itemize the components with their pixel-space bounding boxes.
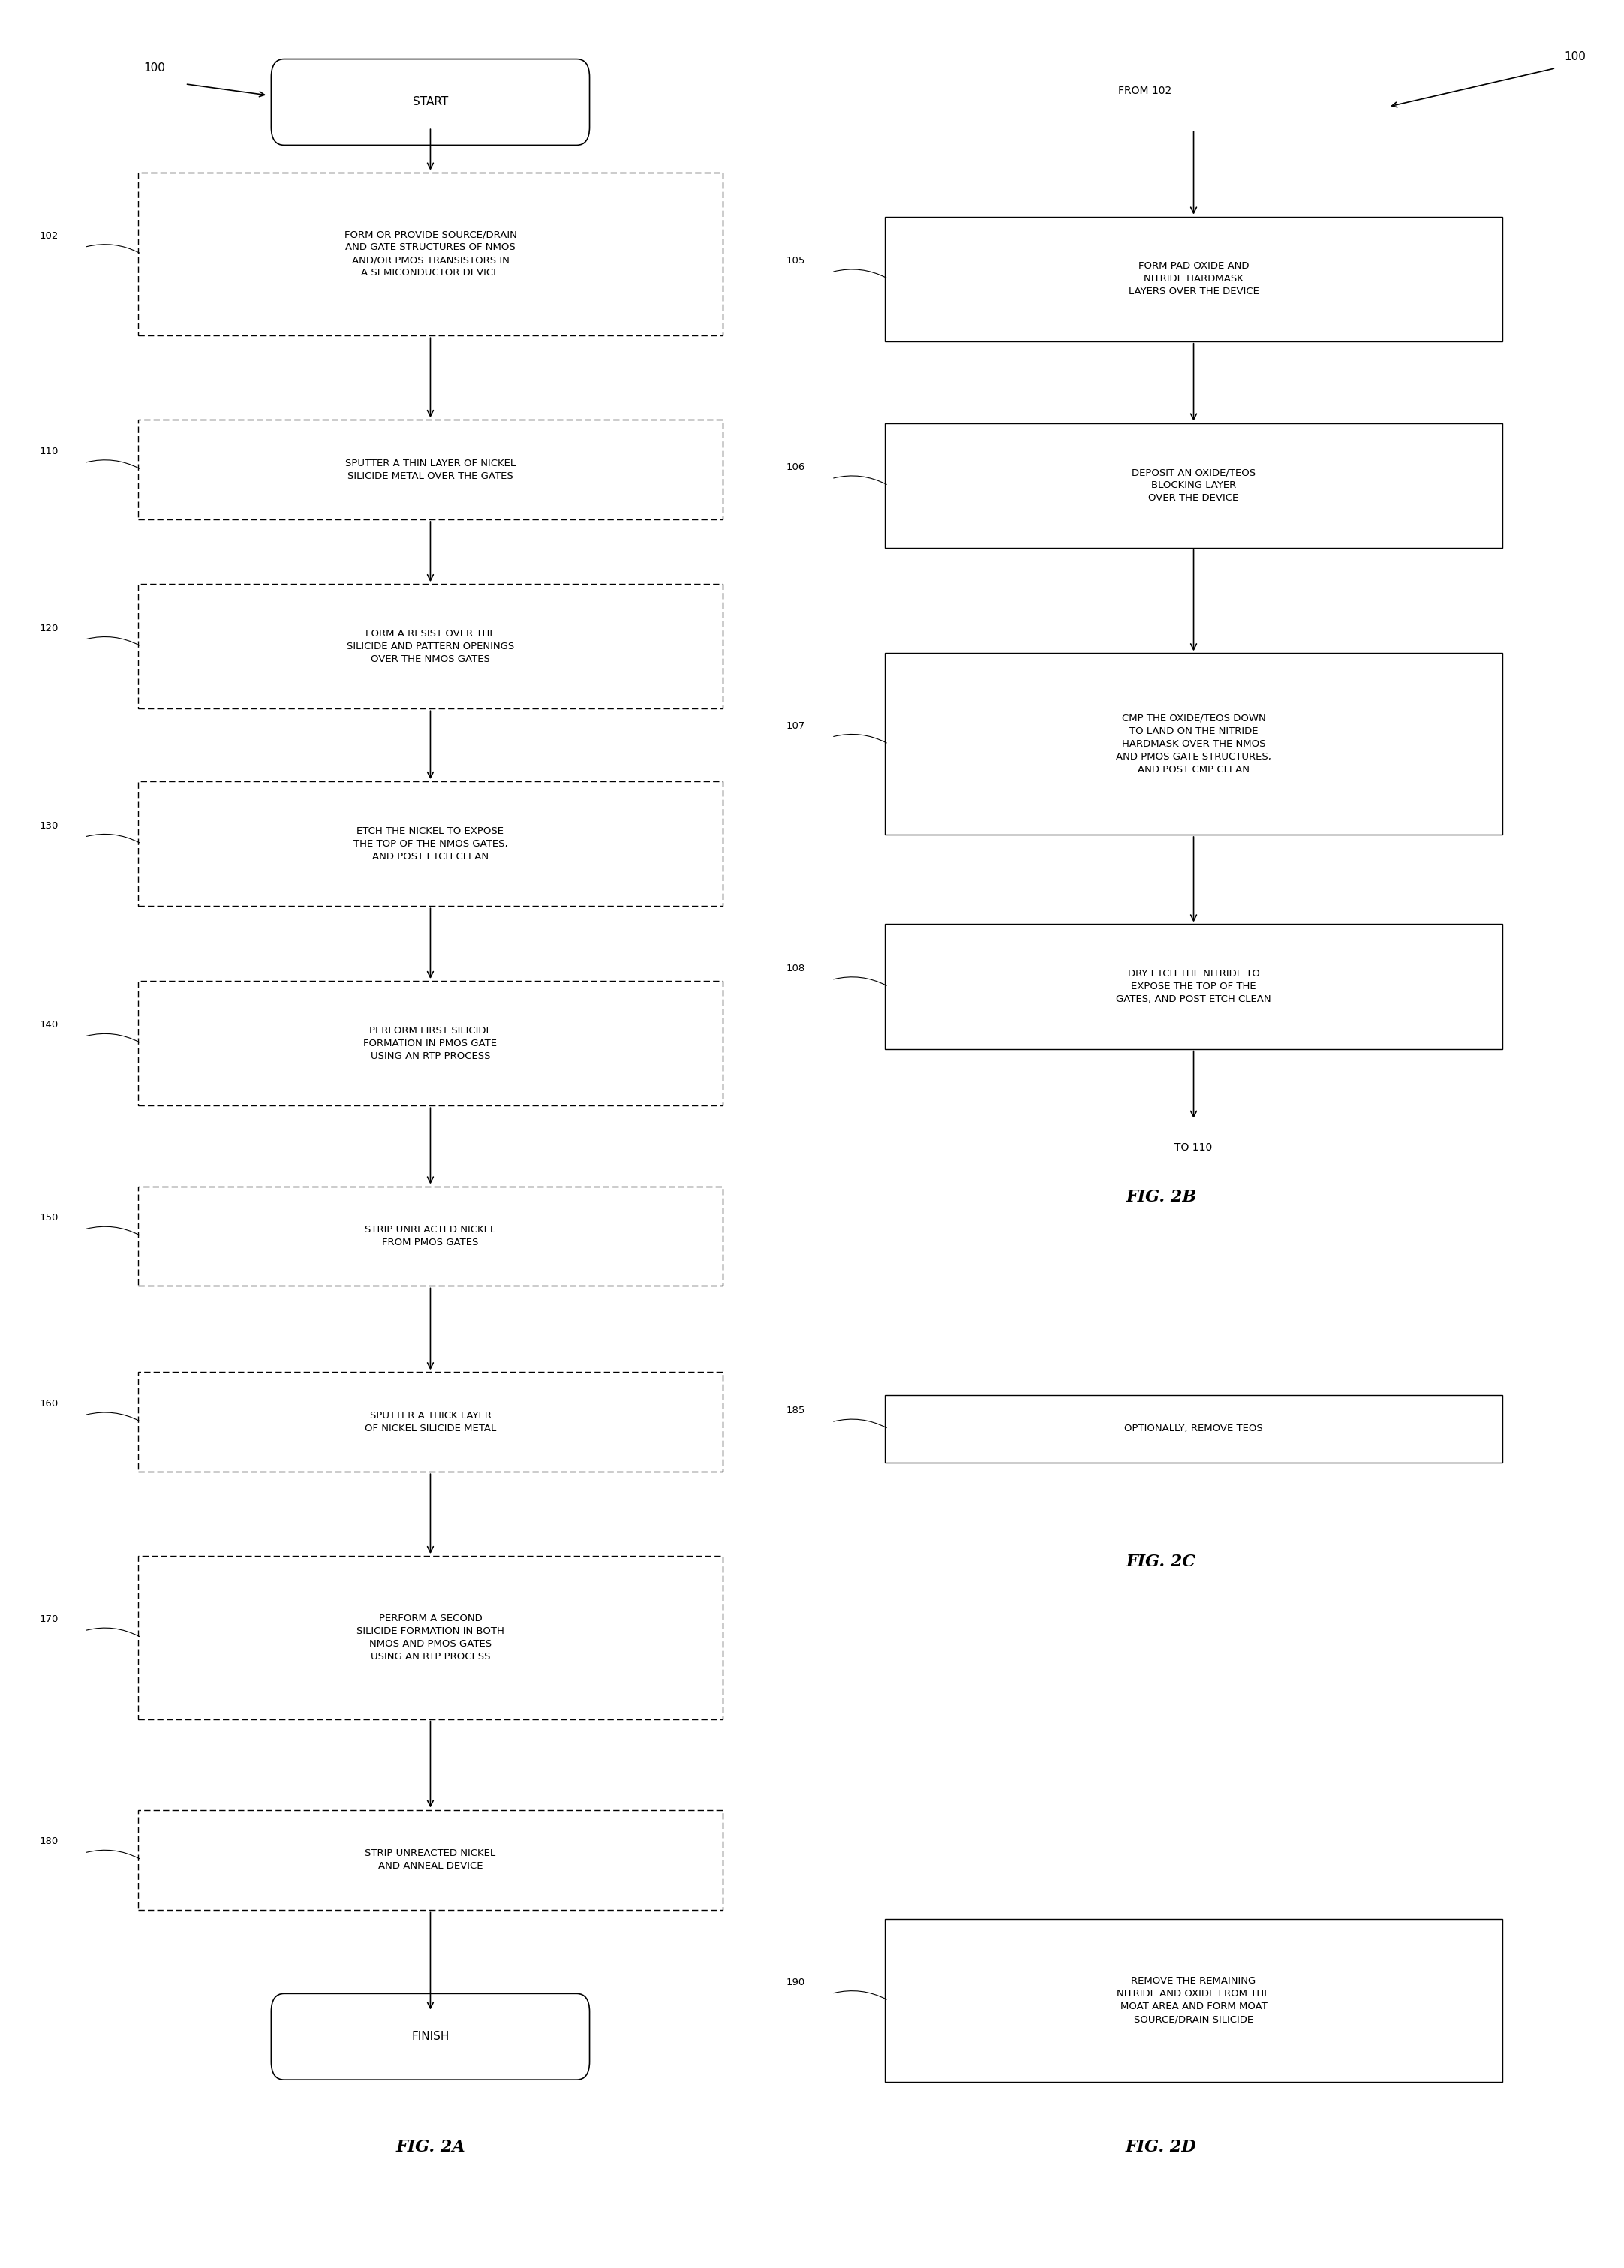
Text: SPUTTER A THICK LAYER
OF NICKEL SILICIDE METAL: SPUTTER A THICK LAYER OF NICKEL SILICIDE… — [365, 1411, 495, 1433]
FancyBboxPatch shape — [271, 59, 590, 145]
Text: 110: 110 — [39, 447, 58, 456]
FancyBboxPatch shape — [885, 653, 1502, 835]
Text: FIG. 2B: FIG. 2B — [1125, 1188, 1197, 1204]
FancyBboxPatch shape — [138, 420, 723, 519]
Text: FIG. 2D: FIG. 2D — [1125, 2139, 1197, 2155]
Text: ETCH THE NICKEL TO EXPOSE
THE TOP OF THE NMOS GATES,
AND POST ETCH CLEAN: ETCH THE NICKEL TO EXPOSE THE TOP OF THE… — [352, 826, 508, 862]
Text: FINISH: FINISH — [411, 2032, 450, 2041]
Text: 130: 130 — [39, 821, 58, 830]
Text: FORM PAD OXIDE AND
NITRIDE HARDMASK
LAYERS OVER THE DEVICE: FORM PAD OXIDE AND NITRIDE HARDMASK LAYE… — [1129, 261, 1259, 297]
Text: 102: 102 — [39, 231, 58, 240]
Text: PERFORM A SECOND
SILICIDE FORMATION IN BOTH
NMOS AND PMOS GATES
USING AN RTP PRO: PERFORM A SECOND SILICIDE FORMATION IN B… — [357, 1613, 503, 1662]
Text: SPUTTER A THIN LAYER OF NICKEL
SILICIDE METAL OVER THE GATES: SPUTTER A THIN LAYER OF NICKEL SILICIDE … — [346, 458, 515, 481]
Text: 190: 190 — [786, 1978, 806, 1987]
Text: PERFORM FIRST SILICIDE
FORMATION IN PMOS GATE
USING AN RTP PROCESS: PERFORM FIRST SILICIDE FORMATION IN PMOS… — [364, 1025, 497, 1061]
Text: FROM 102: FROM 102 — [1119, 86, 1171, 95]
Text: FORM A RESIST OVER THE
SILICIDE AND PATTERN OPENINGS
OVER THE NMOS GATES: FORM A RESIST OVER THE SILICIDE AND PATT… — [346, 628, 515, 665]
Text: 160: 160 — [39, 1399, 58, 1408]
FancyBboxPatch shape — [138, 1186, 723, 1286]
Text: 100: 100 — [143, 64, 166, 73]
FancyBboxPatch shape — [138, 172, 723, 336]
FancyBboxPatch shape — [138, 1810, 723, 1910]
Text: 185: 185 — [786, 1406, 806, 1415]
Text: TO 110: TO 110 — [1174, 1143, 1213, 1152]
Text: FIG. 2A: FIG. 2A — [396, 2139, 464, 2155]
Text: DRY ETCH THE NITRIDE TO
EXPOSE THE TOP OF THE
GATES, AND POST ETCH CLEAN: DRY ETCH THE NITRIDE TO EXPOSE THE TOP O… — [1116, 968, 1272, 1005]
Text: CMP THE OXIDE/TEOS DOWN
TO LAND ON THE NITRIDE
HARDMASK OVER THE NMOS
AND PMOS G: CMP THE OXIDE/TEOS DOWN TO LAND ON THE N… — [1116, 714, 1272, 773]
FancyBboxPatch shape — [885, 1919, 1502, 2082]
Text: 140: 140 — [39, 1021, 58, 1030]
Text: DEPOSIT AN OXIDE/TEOS
BLOCKING LAYER
OVER THE DEVICE: DEPOSIT AN OXIDE/TEOS BLOCKING LAYER OVE… — [1132, 467, 1255, 503]
Text: 106: 106 — [786, 463, 806, 472]
Text: OPTIONALLY, REMOVE TEOS: OPTIONALLY, REMOVE TEOS — [1124, 1424, 1263, 1433]
FancyBboxPatch shape — [271, 1994, 590, 2080]
Text: STRIP UNREACTED NICKEL
AND ANNEAL DEVICE: STRIP UNREACTED NICKEL AND ANNEAL DEVICE — [365, 1848, 495, 1871]
FancyBboxPatch shape — [138, 1372, 723, 1472]
Text: 120: 120 — [39, 624, 58, 633]
FancyBboxPatch shape — [138, 980, 723, 1105]
FancyBboxPatch shape — [138, 780, 723, 905]
Text: 170: 170 — [39, 1615, 58, 1624]
FancyBboxPatch shape — [885, 1395, 1502, 1463]
Text: 180: 180 — [39, 1837, 58, 1846]
Text: START: START — [412, 98, 448, 107]
FancyBboxPatch shape — [885, 422, 1502, 547]
Text: 107: 107 — [786, 721, 806, 730]
Text: 150: 150 — [39, 1213, 58, 1222]
Text: FORM OR PROVIDE SOURCE/DRAIN
AND GATE STRUCTURES OF NMOS
AND/OR PMOS TRANSISTORS: FORM OR PROVIDE SOURCE/DRAIN AND GATE ST… — [344, 229, 516, 279]
Text: 105: 105 — [786, 256, 806, 265]
FancyBboxPatch shape — [885, 215, 1502, 340]
FancyBboxPatch shape — [138, 1556, 723, 1719]
FancyBboxPatch shape — [138, 583, 723, 708]
Text: STRIP UNREACTED NICKEL
FROM PMOS GATES: STRIP UNREACTED NICKEL FROM PMOS GATES — [365, 1225, 495, 1247]
Text: REMOVE THE REMAINING
NITRIDE AND OXIDE FROM THE
MOAT AREA AND FORM MOAT
SOURCE/D: REMOVE THE REMAINING NITRIDE AND OXIDE F… — [1117, 1975, 1270, 2025]
FancyBboxPatch shape — [885, 925, 1502, 1048]
Text: 108: 108 — [786, 964, 806, 973]
Text: FIG. 2C: FIG. 2C — [1125, 1554, 1197, 1569]
Text: 100: 100 — [1564, 52, 1587, 61]
